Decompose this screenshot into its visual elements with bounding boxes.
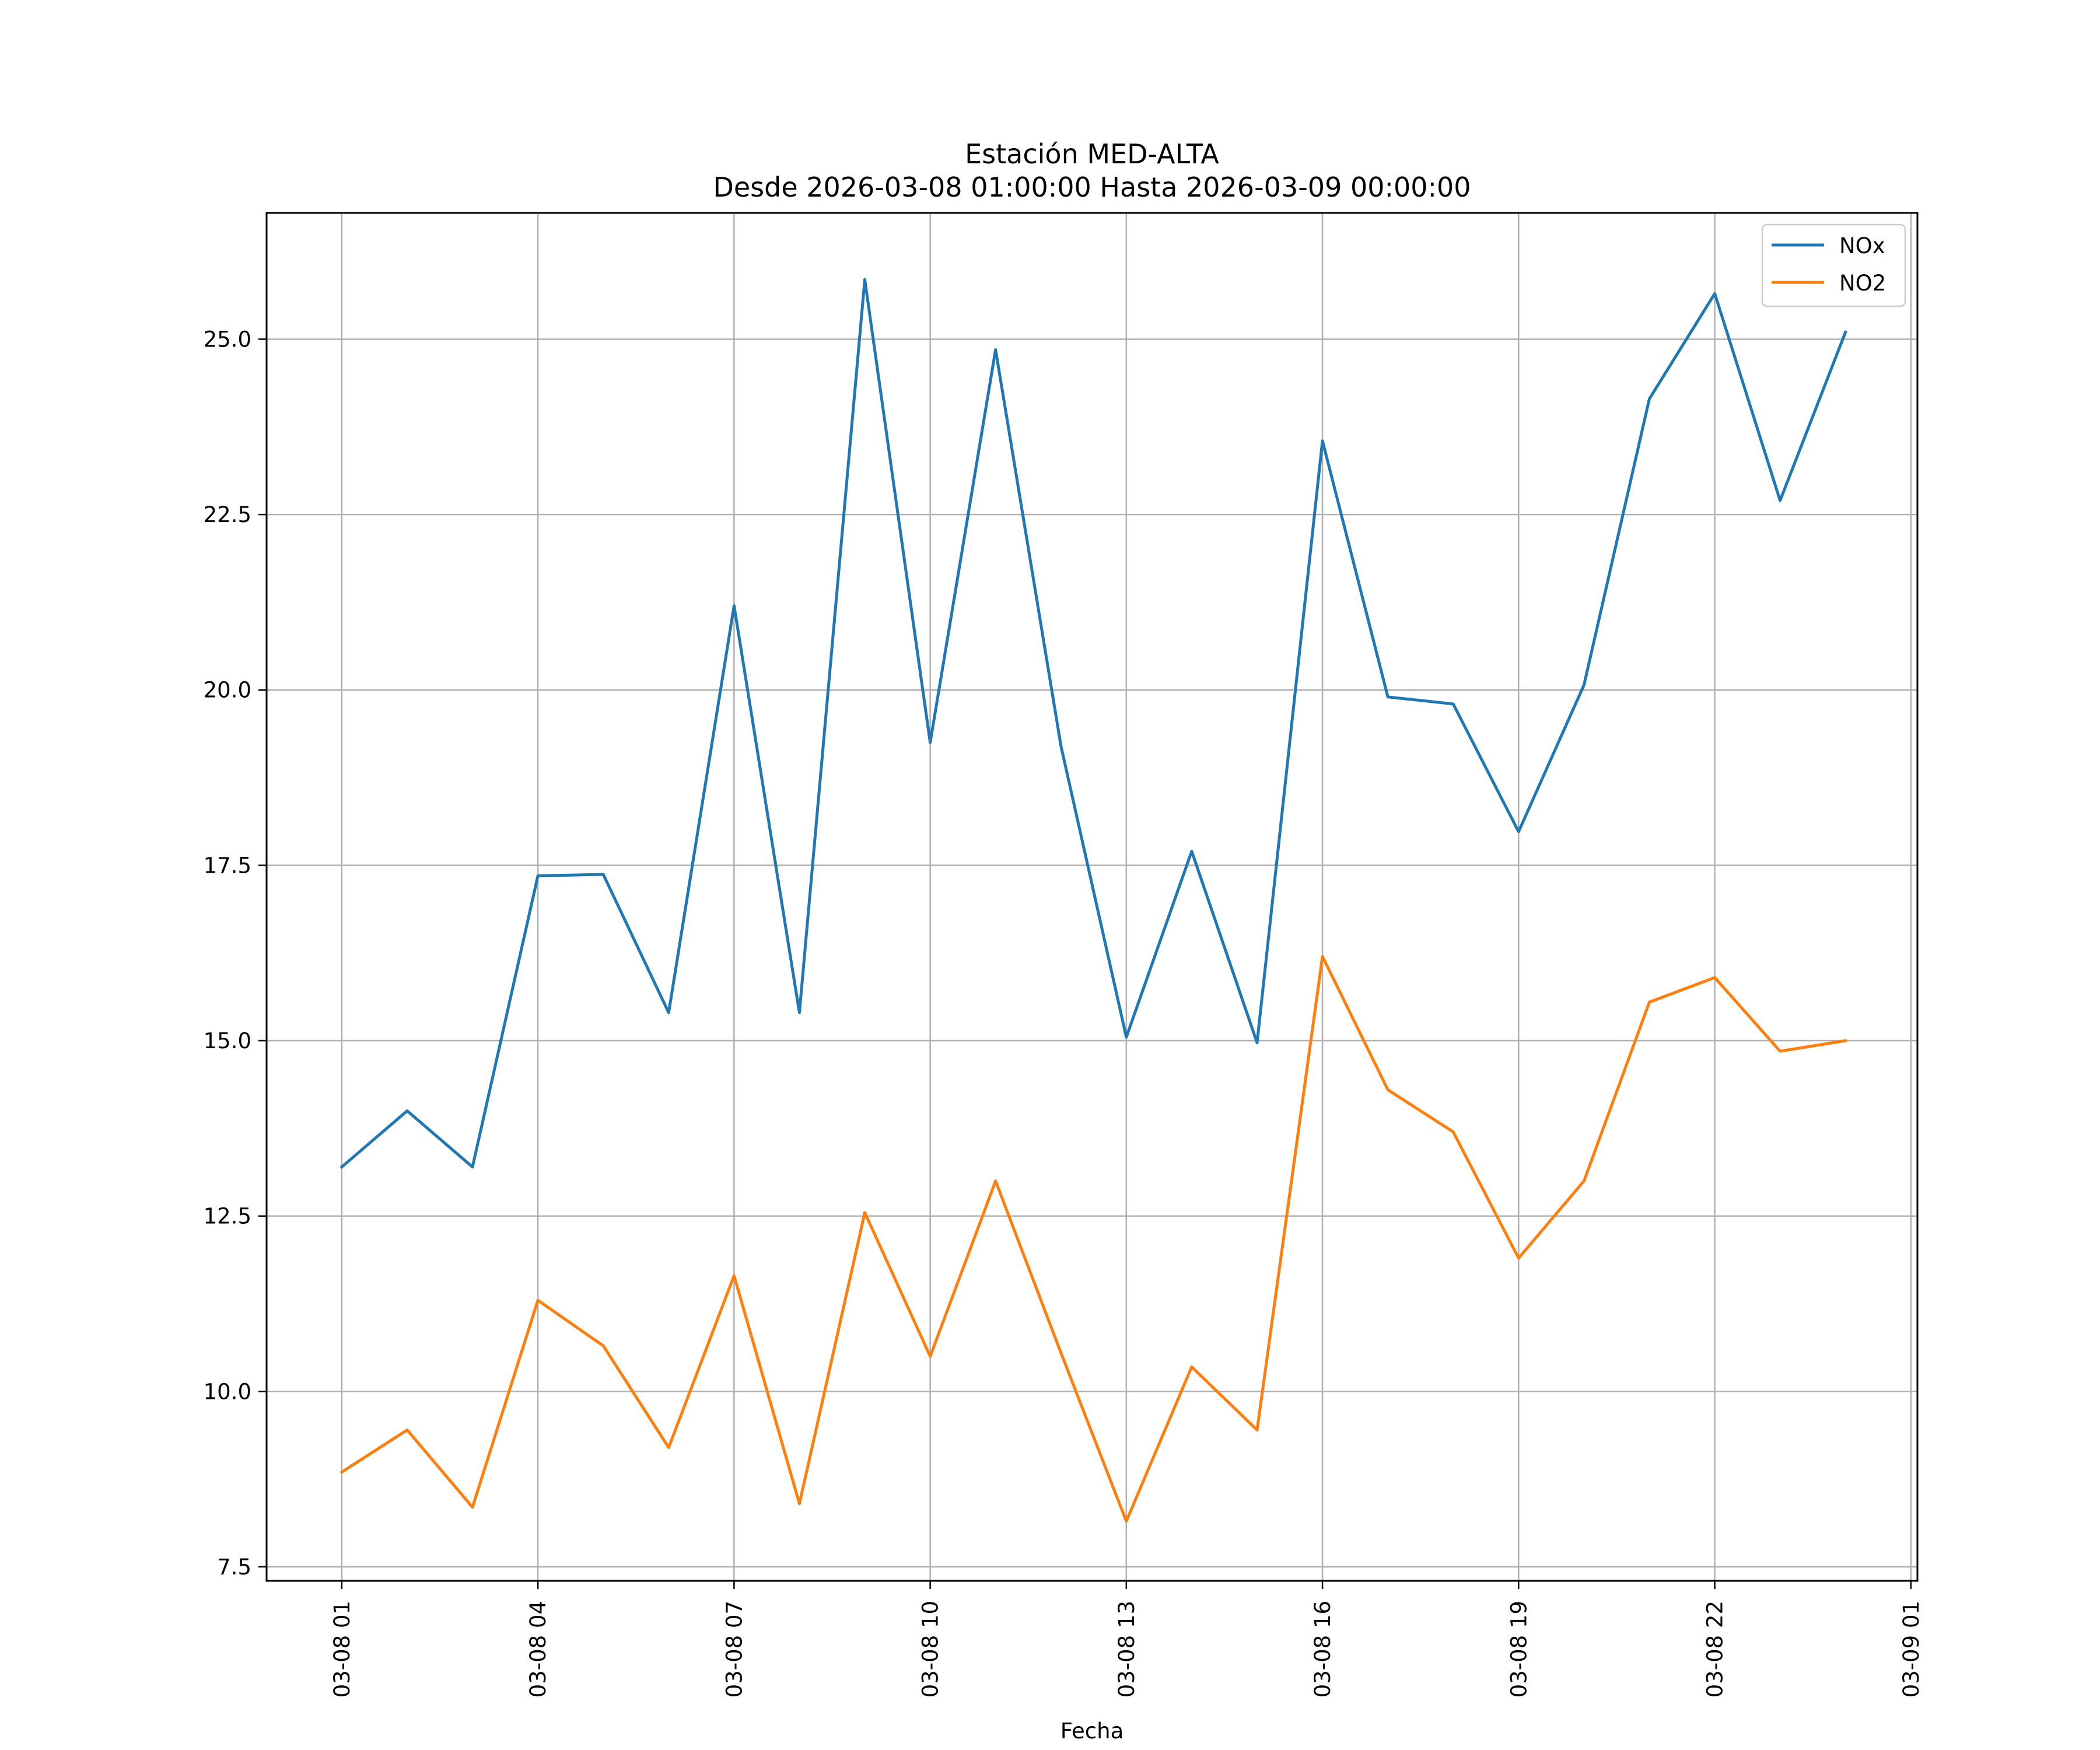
series-lines bbox=[340, 278, 1847, 1523]
y-tick-label: 22.5 bbox=[204, 502, 251, 527]
series-line-nox bbox=[340, 278, 1847, 1170]
y-tick-label: 20.0 bbox=[204, 678, 251, 703]
plot-frame bbox=[265, 212, 1919, 1582]
y-tick-label: 15.0 bbox=[204, 1028, 251, 1054]
chart-subtitle: Desde 2026-03-08 01:00:00 Hasta 2026-03-… bbox=[713, 172, 1471, 203]
x-tick-label: 03-09 01 bbox=[1899, 1601, 1924, 1698]
x-tick-label: 03-08 22 bbox=[1703, 1601, 1728, 1698]
x-tick-label: 03-08 01 bbox=[330, 1601, 355, 1698]
x-axis-label: Fecha bbox=[1060, 1718, 1124, 1744]
y-tick-label: 7.5 bbox=[217, 1555, 251, 1580]
chart-title: Estación MED-ALTA bbox=[965, 138, 1219, 170]
x-tick-label: 03-08 07 bbox=[722, 1601, 747, 1698]
x-tick-label: 03-08 04 bbox=[526, 1601, 551, 1698]
legend-label-no2: NO2 bbox=[1839, 271, 1886, 296]
x-tick-label: 03-08 16 bbox=[1310, 1601, 1335, 1698]
x-tick-label: 03-08 19 bbox=[1506, 1601, 1531, 1698]
y-tick-label: 10.0 bbox=[204, 1379, 251, 1404]
axis-ticks: 03-08 01 03-08 04 03-08 07 03-08 10 03-08 13… bbox=[204, 327, 1924, 1698]
y-tick-label: 25.0 bbox=[204, 327, 251, 352]
legend: NOx NO2 bbox=[1761, 223, 1906, 307]
y-tick-label: 17.5 bbox=[204, 853, 251, 878]
legend-label-nox: NOx bbox=[1839, 233, 1885, 258]
x-tick-label: 03-08 13 bbox=[1114, 1601, 1139, 1698]
grid bbox=[267, 213, 1917, 1581]
y-tick-label: 12.5 bbox=[204, 1204, 251, 1229]
series-line-no2 bbox=[340, 955, 1847, 1523]
x-tick-label: 03-08 10 bbox=[918, 1601, 943, 1698]
